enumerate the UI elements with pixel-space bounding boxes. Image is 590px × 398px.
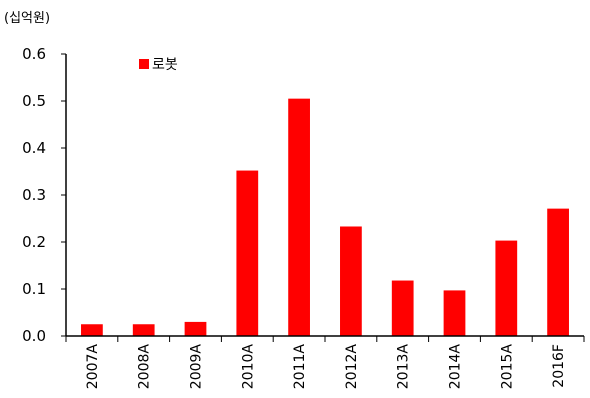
y-axis: 0.0 0.1 0.2 0.3 0.4 0.5 0.6 bbox=[22, 45, 67, 345]
bar-2013A bbox=[391, 280, 414, 336]
x-tick-label: 2008A bbox=[137, 344, 153, 390]
y-tick-label: 0.1 bbox=[22, 280, 46, 298]
bar-2016F bbox=[547, 208, 569, 336]
x-tick-label: 2010A bbox=[240, 344, 256, 390]
bar-2014A bbox=[443, 290, 466, 336]
bar-2010A bbox=[236, 170, 259, 336]
y-tick-label: 0.4 bbox=[22, 139, 46, 157]
y-tick-label: 0.0 bbox=[22, 327, 46, 345]
legend-swatch bbox=[139, 59, 149, 69]
bar-2008A bbox=[132, 324, 155, 336]
bar-2012A bbox=[340, 226, 362, 336]
y-tick-label: 0.2 bbox=[22, 233, 46, 251]
x-tick-label: 2014A bbox=[448, 344, 464, 390]
y-tick-label: 0.5 bbox=[22, 92, 46, 110]
x-tick-label: 2011A bbox=[292, 344, 308, 390]
bars bbox=[81, 98, 569, 337]
x-tick-label: 2013A bbox=[396, 344, 412, 390]
bar-2009A bbox=[184, 321, 207, 336]
legend-label: 로봇 bbox=[152, 57, 178, 73]
y-tick-label: 0.3 bbox=[22, 186, 46, 204]
x-tick-label: 2007A bbox=[85, 344, 101, 390]
x-tick-label: 2012A bbox=[344, 344, 360, 390]
legend: 로봇 bbox=[139, 57, 178, 73]
bar-2011A bbox=[288, 98, 310, 337]
bar-2007A bbox=[81, 324, 103, 336]
bar-2015A bbox=[495, 240, 518, 336]
y-tick-label: 0.6 bbox=[22, 45, 46, 63]
x-tick-label: 2009A bbox=[189, 344, 205, 390]
x-axis: 2007A 2008A 2009A 2010A 2011A 2012A 2013A 2014A… bbox=[65, 335, 585, 390]
x-tick-label: 2015A bbox=[499, 344, 515, 390]
x-tick-label: 2016F bbox=[551, 344, 567, 388]
unit-label: (십억원) bbox=[4, 11, 50, 26]
